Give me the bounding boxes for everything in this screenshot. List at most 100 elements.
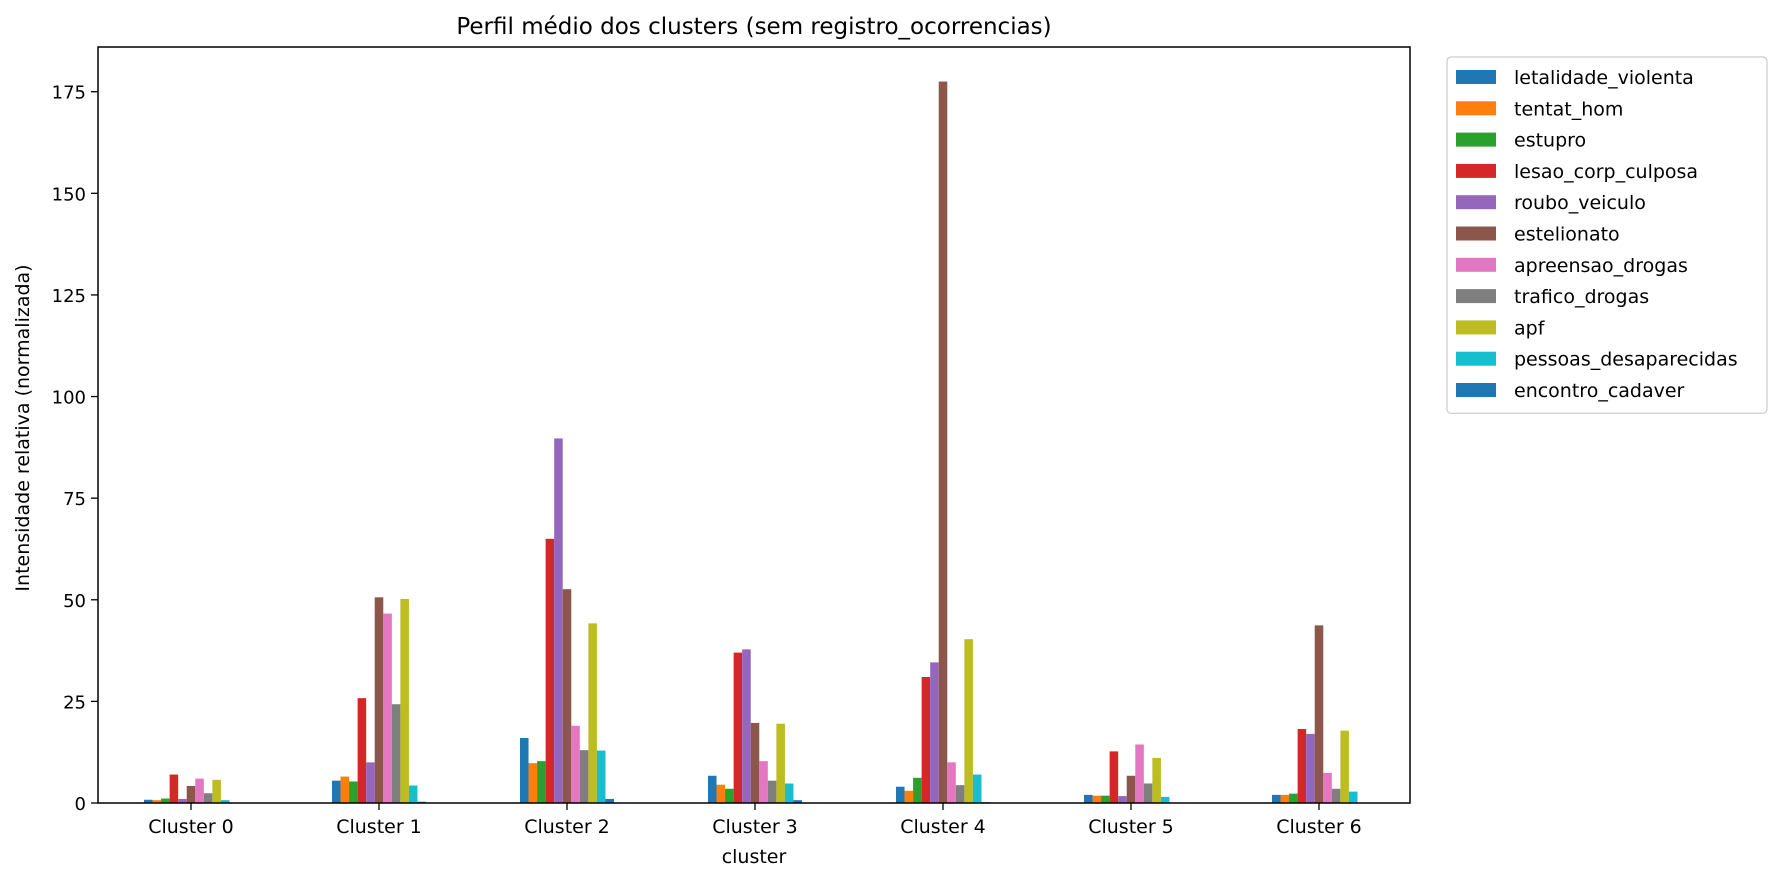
legend-label-letalidade_violenta: letalidade_violenta bbox=[1514, 67, 1694, 89]
bar-roubo_veiculo-cluster-5 bbox=[1118, 796, 1127, 803]
bar-tentat_hom-cluster-6 bbox=[1280, 794, 1290, 803]
y-tick-label: 0 bbox=[75, 794, 86, 815]
bar-estupro-cluster-0 bbox=[161, 798, 170, 803]
bar-apf-cluster-3 bbox=[776, 723, 785, 803]
bar-trafico_drogas-cluster-0 bbox=[203, 793, 213, 803]
bar-apf-cluster-5 bbox=[1152, 757, 1161, 803]
bar-estelionato-cluster-5 bbox=[1126, 775, 1136, 803]
bar-letalidade_violenta-cluster-4 bbox=[895, 786, 905, 803]
bar-letalidade_violenta-cluster-5 bbox=[1083, 794, 1093, 803]
bar-estupro-cluster-3 bbox=[725, 788, 734, 803]
bar-lesao_corp_culposa-cluster-5 bbox=[1109, 751, 1119, 803]
bar-letalidade_violenta-cluster-3 bbox=[707, 775, 717, 803]
legend-label-trafico_drogas: trafico_drogas bbox=[1514, 286, 1649, 308]
bar-apreensao_drogas-cluster-1 bbox=[383, 613, 392, 803]
x-tick-label: Cluster 6 bbox=[1276, 816, 1362, 838]
legend-swatch-roubo_veiculo bbox=[1456, 195, 1496, 210]
bar-letalidade_violenta-cluster-1 bbox=[331, 780, 341, 803]
legend-swatch-letalidade_violenta bbox=[1456, 70, 1496, 84]
bar-apreensao_drogas-cluster-2 bbox=[571, 725, 580, 803]
bar-tentat_hom-cluster-4 bbox=[904, 790, 914, 803]
legend-swatch-apf bbox=[1456, 320, 1496, 335]
bar-lesao_corp_culposa-cluster-4 bbox=[921, 677, 931, 803]
bar-estelionato-cluster-1 bbox=[374, 597, 384, 803]
bar-estupro-cluster-4 bbox=[913, 777, 922, 803]
bar-roubo_veiculo-cluster-2 bbox=[554, 438, 563, 803]
bar-apreensao_drogas-cluster-3 bbox=[759, 761, 768, 803]
bar-pessoas_desaparecidas-cluster-3 bbox=[784, 783, 794, 803]
legend-swatch-lesao_corp_culposa bbox=[1456, 163, 1496, 178]
legend-label-encontro_cadaver: encontro_cadaver bbox=[1514, 380, 1685, 402]
bar-encontro_cadaver-cluster-2 bbox=[605, 798, 615, 803]
bars-layer bbox=[143, 81, 1367, 804]
bar-lesao_corp_culposa-cluster-0 bbox=[169, 774, 179, 803]
bar-estelionato-cluster-3 bbox=[750, 722, 760, 803]
bar-letalidade_violenta-cluster-6 bbox=[1271, 794, 1281, 803]
bar-estupro-cluster-2 bbox=[537, 761, 546, 803]
x-tick-label: Cluster 2 bbox=[524, 816, 610, 838]
bar-estupro-cluster-5 bbox=[1101, 795, 1110, 803]
bar-encontro_cadaver-cluster-3 bbox=[793, 800, 803, 803]
bar-apreensao_drogas-cluster-6 bbox=[1323, 772, 1332, 803]
bar-trafico_drogas-cluster-5 bbox=[1143, 783, 1153, 803]
bar-estupro-cluster-6 bbox=[1289, 793, 1298, 803]
bar-roubo_veiculo-cluster-3 bbox=[742, 649, 751, 803]
legend-label-estelionato: estelionato bbox=[1514, 224, 1620, 246]
bar-apf-cluster-1 bbox=[400, 598, 409, 803]
chart-title: Perfil médio dos clusters (sem registro_… bbox=[456, 14, 1051, 40]
y-tick-label: 75 bbox=[63, 489, 86, 510]
legend-label-roubo_veiculo: roubo_veiculo bbox=[1514, 192, 1646, 214]
y-tick-label: 175 bbox=[52, 83, 86, 104]
legend-box bbox=[1446, 56, 1768, 414]
bar-roubo_veiculo-cluster-0 bbox=[178, 798, 187, 803]
bar-estelionato-cluster-0 bbox=[186, 785, 196, 803]
legend-label-apreensao_drogas: apreensao_drogas bbox=[1514, 255, 1688, 277]
x-tick-label: Cluster 4 bbox=[900, 816, 986, 838]
axes-layer: 0 25 50 75 100 125 150 175 Cluster 0 Cluster 1 Clu… bbox=[52, 46, 1411, 838]
bar-pessoas_desaparecidas-cluster-6 bbox=[1348, 791, 1358, 803]
bar-estupro-cluster-1 bbox=[349, 781, 358, 803]
legend-swatch-estupro bbox=[1456, 132, 1496, 147]
bar-pessoas_desaparecidas-cluster-1 bbox=[408, 785, 418, 803]
bar-roubo_veiculo-cluster-4 bbox=[930, 662, 939, 803]
bar-apreensao_drogas-cluster-0 bbox=[195, 778, 204, 803]
legend-swatch-trafico_drogas bbox=[1456, 289, 1496, 304]
x-tick-label: Cluster 5 bbox=[1088, 816, 1174, 838]
bar-lesao_corp_culposa-cluster-6 bbox=[1297, 729, 1307, 803]
legend-swatch-pessoas_desaparecidas bbox=[1456, 351, 1496, 366]
bar-roubo_veiculo-cluster-6 bbox=[1306, 733, 1315, 803]
legend-swatch-encontro_cadaver bbox=[1456, 383, 1496, 397]
bar-lesao_corp_culposa-cluster-2 bbox=[545, 538, 555, 803]
y-tick-label: 125 bbox=[52, 286, 86, 307]
bar-roubo_veiculo-cluster-1 bbox=[366, 762, 375, 803]
bar-tentat_hom-cluster-1 bbox=[340, 776, 350, 803]
legend-label-pessoas_desaparecidas: pessoas_desaparecidas bbox=[1514, 349, 1738, 371]
bar-tentat_hom-cluster-5 bbox=[1092, 795, 1102, 803]
bar-lesao_corp_culposa-cluster-1 bbox=[357, 698, 367, 803]
bar-tentat_hom-cluster-3 bbox=[716, 784, 726, 803]
y-tick-label: 100 bbox=[52, 388, 86, 409]
bar-trafico_drogas-cluster-1 bbox=[391, 704, 401, 803]
y-axis-label: Intensidade relativa (normalizada) bbox=[12, 264, 34, 591]
bar-trafico_drogas-cluster-6 bbox=[1331, 788, 1341, 803]
bar-letalidade_violenta-cluster-2 bbox=[519, 737, 529, 803]
bar-letalidade_violenta-cluster-0 bbox=[143, 799, 153, 803]
legend-swatch-tentat_hom bbox=[1456, 101, 1496, 116]
bar-estelionato-cluster-4 bbox=[938, 81, 948, 804]
bar-apf-cluster-6 bbox=[1340, 730, 1349, 803]
x-tick-label: Cluster 0 bbox=[148, 816, 234, 838]
bar-trafico_drogas-cluster-3 bbox=[767, 780, 777, 803]
x-tick-label: Cluster 1 bbox=[336, 816, 422, 838]
y-tick-label: 150 bbox=[52, 184, 86, 205]
bar-pessoas_desaparecidas-cluster-5 bbox=[1160, 796, 1170, 803]
x-axis-label: cluster bbox=[722, 846, 787, 868]
legend-label-apf: apf bbox=[1514, 317, 1546, 339]
bar-apf-cluster-0 bbox=[212, 779, 221, 803]
legend-swatch-estelionato bbox=[1456, 226, 1496, 241]
bar-pessoas_desaparecidas-cluster-4 bbox=[972, 774, 982, 803]
bar-tentat_hom-cluster-2 bbox=[528, 763, 538, 803]
x-tick-label: Cluster 3 bbox=[712, 816, 798, 838]
